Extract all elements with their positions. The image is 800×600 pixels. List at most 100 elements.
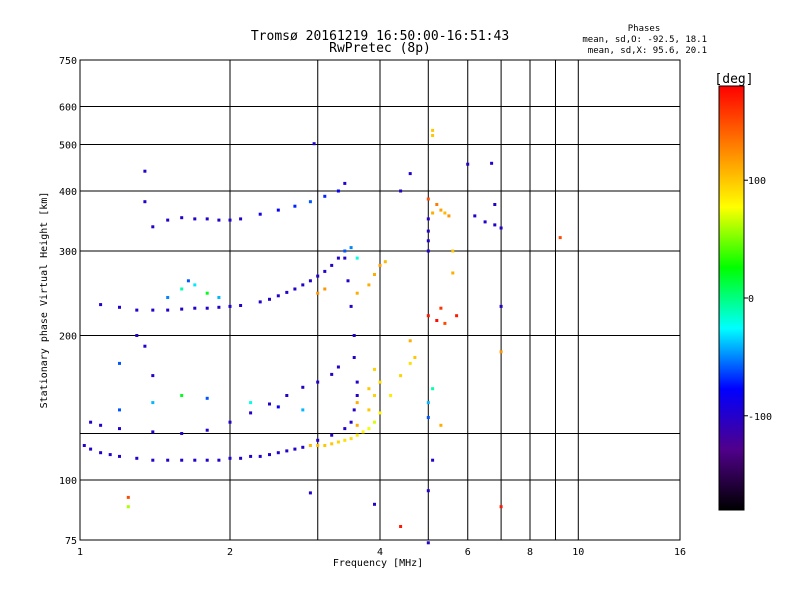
data-point	[249, 411, 253, 415]
data-point	[343, 438, 347, 442]
y-axis-label: Stationary phase Virtual Height [km]	[39, 192, 50, 409]
data-point	[323, 287, 327, 291]
data-point	[473, 214, 477, 218]
data-point	[373, 420, 376, 424]
data-point	[99, 303, 103, 307]
data-point	[367, 283, 371, 287]
data-point	[312, 142, 316, 146]
data-point	[180, 307, 184, 311]
x-axis-label: Frequency [MHz]	[333, 558, 423, 569]
data-point	[499, 350, 503, 354]
data-point	[151, 374, 155, 378]
data-point	[82, 444, 86, 447]
data-point	[408, 361, 412, 365]
y-tick-label: 500	[59, 141, 77, 152]
data-point	[323, 444, 327, 447]
data-point	[443, 211, 447, 215]
colorbar-label: [deg]	[714, 72, 753, 87]
data-point	[378, 263, 382, 267]
data-point	[336, 440, 340, 444]
data-point	[426, 249, 430, 253]
data-point	[355, 256, 359, 260]
data-point	[447, 214, 451, 218]
data-point	[151, 401, 155, 405]
data-point	[151, 430, 155, 434]
y-tick-label: 200	[59, 332, 77, 343]
data-point	[99, 451, 103, 455]
data-point	[99, 423, 103, 427]
data-point	[451, 249, 455, 253]
data-point	[439, 306, 443, 310]
data-point	[413, 356, 417, 359]
data-point	[426, 239, 430, 243]
stats-line-x: mean, sd,X: 95.6, 20.1	[588, 46, 707, 56]
data-point	[180, 216, 184, 220]
data-point	[426, 416, 430, 419]
data-point	[301, 408, 305, 412]
data-point	[151, 458, 155, 462]
data-point	[483, 220, 487, 224]
data-point	[408, 172, 412, 176]
data-point	[308, 200, 312, 204]
colorbar	[718, 85, 745, 511]
data-point	[239, 456, 243, 460]
colorbar-tick-label: 0	[748, 294, 754, 305]
data-point	[268, 453, 271, 457]
data-point	[330, 372, 334, 376]
data-point	[205, 458, 209, 462]
data-point	[435, 203, 439, 206]
stats-heading: Phases	[628, 24, 661, 34]
data-points	[82, 128, 562, 545]
data-point	[373, 502, 376, 506]
data-point	[389, 394, 393, 397]
data-point	[439, 208, 443, 212]
data-point	[285, 394, 289, 397]
data-point	[336, 189, 340, 193]
data-point	[499, 505, 503, 509]
data-point	[268, 297, 271, 301]
data-point	[186, 279, 190, 283]
data-point	[558, 236, 562, 240]
data-point	[378, 411, 382, 415]
data-point	[355, 380, 359, 384]
data-point	[308, 279, 312, 283]
data-point	[323, 194, 327, 198]
y-tick-label: 750	[59, 56, 77, 67]
data-point	[426, 541, 430, 545]
data-point	[330, 442, 334, 446]
y-tick-label: 100	[59, 476, 77, 487]
data-point	[301, 385, 305, 389]
data-point	[443, 321, 447, 325]
data-point	[151, 225, 155, 229]
data-point	[143, 344, 147, 348]
data-point	[431, 458, 435, 462]
y-tick-label: 75	[65, 536, 77, 547]
data-point	[268, 402, 271, 406]
data-point	[451, 271, 455, 275]
data-point	[330, 263, 334, 267]
data-point	[367, 427, 371, 431]
data-point	[217, 305, 221, 309]
data-point	[293, 287, 297, 291]
data-point	[89, 447, 93, 451]
data-point	[361, 430, 365, 434]
data-point	[239, 304, 243, 307]
data-point	[352, 334, 356, 337]
data-point	[316, 274, 320, 278]
data-point	[431, 387, 435, 391]
data-point	[126, 495, 130, 499]
data-point	[373, 273, 376, 276]
data-point	[118, 361, 121, 365]
data-point	[343, 181, 347, 185]
data-point	[426, 229, 430, 233]
data-point	[408, 339, 412, 343]
data-point	[301, 445, 305, 449]
data-point	[135, 334, 139, 337]
data-point	[336, 256, 340, 260]
x-tick-label: 6	[465, 547, 471, 558]
data-point	[367, 408, 371, 412]
data-point	[355, 433, 359, 437]
data-point	[118, 427, 121, 431]
data-point	[143, 200, 147, 204]
data-point	[166, 308, 170, 312]
